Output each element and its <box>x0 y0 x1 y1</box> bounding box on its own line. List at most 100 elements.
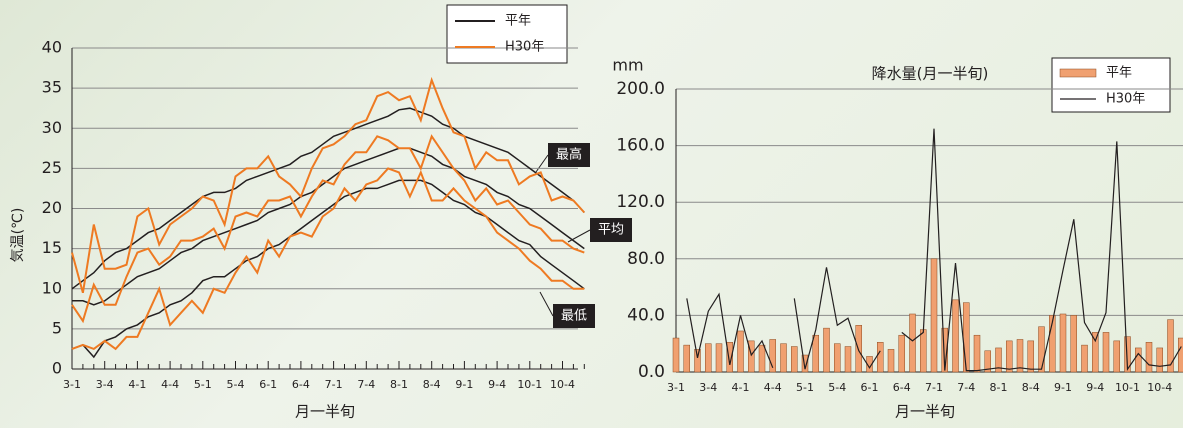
chart-title: 降水量(月一半旬) <box>872 65 989 83</box>
bar <box>705 344 711 372</box>
x-tick-label: 6-4 <box>292 378 310 391</box>
y-tick-label: 80.0 <box>627 249 665 269</box>
x-tick-label: 3-1 <box>667 381 685 394</box>
bar <box>1006 341 1012 372</box>
x-tick-label: 3-4 <box>96 378 114 391</box>
bar <box>888 349 894 372</box>
x-tick-label: 8-4 <box>423 378 441 391</box>
bar <box>953 300 959 372</box>
bar <box>781 344 787 372</box>
bar <box>910 314 916 372</box>
x-tick-label: 10-4 <box>1147 381 1172 394</box>
bar <box>974 335 980 372</box>
y-tick-label: 40.0 <box>627 305 665 325</box>
annotation-pointer <box>568 230 590 242</box>
bar <box>1071 315 1077 372</box>
annotation: 最低 <box>561 309 587 324</box>
x-tick-label: 6-4 <box>893 381 911 394</box>
legend-label: H30年 <box>505 40 544 55</box>
bar <box>684 345 690 372</box>
bar <box>931 259 937 372</box>
x-tick-label: 9-1 <box>455 378 473 391</box>
x-tick-label: 5-1 <box>796 381 814 394</box>
y-tick-label: 25 <box>42 158 62 177</box>
x-tick-label: 5-1 <box>194 378 212 391</box>
annotation-pointer <box>536 155 548 172</box>
y-tick-label: 0.0 <box>638 362 665 382</box>
bar <box>899 335 905 372</box>
bar <box>1060 314 1066 372</box>
y-tick-label: 10 <box>42 278 62 297</box>
bar <box>1135 348 1141 372</box>
x-tick-label: 10-1 <box>517 378 542 391</box>
bar <box>1157 348 1163 372</box>
bar <box>759 345 765 372</box>
y-tick-label: 20 <box>42 198 62 217</box>
x-tick-label: 3-4 <box>699 381 717 394</box>
x-tick-label: 8-1 <box>390 378 408 391</box>
bar <box>813 335 819 372</box>
x-tick-label: 7-1 <box>325 378 343 391</box>
line <box>72 168 584 349</box>
bar <box>920 330 926 372</box>
x-tick-label: 6-1 <box>259 378 277 391</box>
line <box>72 136 584 321</box>
y-tick-label: 200.0 <box>616 79 665 99</box>
y-tick-label: 15 <box>42 238 62 257</box>
annotation: 平均 <box>598 223 624 238</box>
bar <box>791 347 797 372</box>
legend-swatch <box>1060 69 1096 77</box>
y-tick-label: 120.0 <box>616 192 665 212</box>
bar <box>1103 332 1109 372</box>
x-tick-label: 6-1 <box>861 381 879 394</box>
y-tick-label: 160.0 <box>616 136 665 156</box>
x-tick-label: 7-4 <box>957 381 975 394</box>
legend-label: 平年 <box>1106 66 1132 81</box>
y-tick-label: 0 <box>52 359 62 378</box>
bar <box>716 344 722 372</box>
x-tick-label: 4-4 <box>764 381 782 394</box>
y-tick-label: 40 <box>42 38 62 57</box>
bar <box>1039 327 1045 372</box>
bar <box>834 344 840 372</box>
chart: 最高 平均 最低 気温(℃) 月一半旬 降水量(月一半旬) mm 月一半旬 05… <box>0 0 1183 428</box>
annotation: 最高 <box>556 147 582 163</box>
x-tick-label: 10-1 <box>1115 381 1140 394</box>
x-tick-label: 4-4 <box>161 378 179 391</box>
x-tick-label: 10-4 <box>550 378 575 391</box>
legend-label: 平年 <box>505 14 531 29</box>
x-tick-label: 5-4 <box>828 381 846 394</box>
x-tick-label: 8-1 <box>990 381 1008 394</box>
x-tick-label: 5-4 <box>227 378 245 391</box>
bar <box>1114 341 1120 372</box>
bar <box>1028 341 1034 372</box>
annotation-pointer <box>540 292 553 316</box>
unit-label: mm <box>612 56 643 75</box>
x-axis-label: 月一半旬 <box>895 403 955 421</box>
bar <box>877 342 883 372</box>
legend-label: H30年 <box>1106 92 1145 107</box>
bar <box>1082 345 1088 372</box>
x-tick-label: 3-1 <box>63 378 81 391</box>
bar <box>963 303 969 372</box>
x-tick-label: 7-4 <box>357 378 375 391</box>
y-tick-label: 30 <box>42 118 62 137</box>
x-tick-label: 4-1 <box>128 378 146 391</box>
line <box>72 80 584 293</box>
bar <box>695 349 701 372</box>
x-tick-label: 7-1 <box>925 381 943 394</box>
x-tick-label: 8-4 <box>1022 381 1040 394</box>
bar <box>1017 339 1023 372</box>
x-tick-label: 9-1 <box>1054 381 1072 394</box>
x-tick-label: 9-4 <box>488 378 506 391</box>
bar <box>738 331 744 372</box>
x-tick-label: 9-4 <box>1086 381 1104 394</box>
bar <box>856 325 862 372</box>
y-axis-label: 気温(℃) <box>10 208 26 263</box>
line <box>72 148 584 304</box>
bar <box>1146 342 1152 372</box>
x-tick-label: 4-1 <box>732 381 750 394</box>
bar <box>824 328 830 372</box>
y-tick-label: 35 <box>42 78 62 97</box>
bar <box>673 338 679 372</box>
